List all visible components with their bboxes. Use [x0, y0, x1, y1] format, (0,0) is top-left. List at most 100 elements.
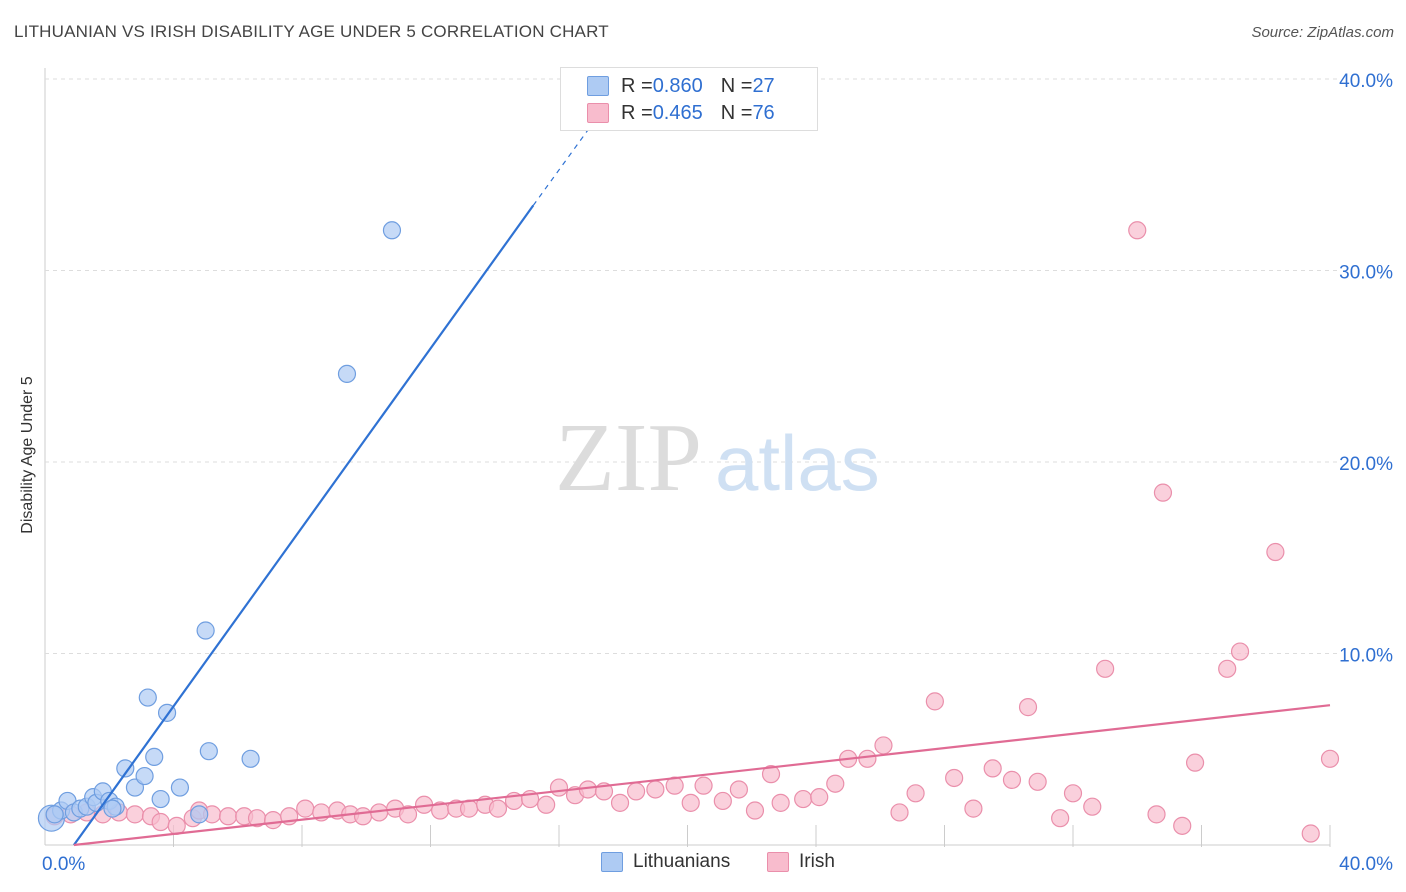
irish-point	[646, 780, 665, 799]
irish-points	[45, 221, 1340, 843]
irish-point	[794, 789, 813, 809]
lithuanian-point	[151, 789, 170, 809]
irish-point	[1185, 753, 1205, 772]
y-tick-label: 10.0%	[1339, 646, 1393, 667]
lithuanian-point	[337, 364, 357, 384]
irish-point	[1128, 221, 1147, 240]
y-tick-label: 30.0%	[1339, 263, 1393, 284]
irish-point	[1096, 659, 1115, 678]
trend-lines	[73, 120, 1331, 847]
irish-point	[890, 803, 909, 822]
irish-point	[858, 749, 877, 768]
lithuanian-point	[116, 759, 135, 778]
irish-point	[1173, 816, 1192, 835]
correlation-legend: R = 0.860 N = 27 R = 0.465 N = 76	[560, 67, 818, 131]
irish-trend-line	[73, 704, 1331, 847]
irish-point	[125, 805, 145, 824]
source-label: Source: ZipAtlas.com	[1251, 24, 1394, 41]
lithuanian-trend-extension	[532, 120, 595, 206]
irish-point	[610, 793, 630, 812]
irish-point	[1147, 805, 1166, 824]
x-tick-label: 40.0%	[1339, 854, 1393, 875]
x-tick-label: 0.0%	[42, 854, 85, 875]
irish-point	[745, 801, 765, 820]
lithuanian-points	[37, 221, 402, 832]
irish-point	[1028, 772, 1047, 791]
irish-point	[983, 759, 1002, 778]
legend-n-value: 27	[752, 74, 775, 97]
lithuanian-point	[241, 749, 260, 768]
watermark-atlas: atlas	[715, 419, 880, 507]
irish-point	[1153, 483, 1173, 502]
irish-point	[964, 799, 983, 818]
legend-label-lithuanians: Lithuanians	[633, 851, 731, 872]
irish-point	[1266, 542, 1285, 562]
irish-point	[713, 791, 732, 811]
lithuanian-point	[196, 621, 215, 640]
legend-r-label: R =	[621, 74, 653, 97]
irish-point	[729, 780, 749, 799]
lithuanian-point	[382, 221, 402, 240]
irish-point	[1301, 824, 1320, 843]
irish-point	[488, 799, 508, 818]
legend-n-label: N =	[720, 74, 753, 97]
lithuanian-point	[45, 805, 64, 824]
legend-r-value: 0.860	[652, 74, 703, 97]
lithuanian-point	[190, 805, 209, 824]
lithuanian-point	[138, 688, 157, 707]
watermark: ZIP atlas	[555, 404, 880, 512]
grid-layer	[44, 68, 1338, 847]
irish-point	[925, 692, 944, 711]
chart-title: LITHUANIAN VS IRISH DISABILITY AGE UNDER…	[14, 22, 609, 41]
legend-r-label: R =	[621, 101, 653, 124]
irish-point	[1051, 809, 1070, 828]
legend-swatch-irish	[587, 103, 609, 123]
irish-point	[906, 784, 925, 803]
lithuanian-point	[135, 766, 154, 786]
irish-point	[1063, 784, 1083, 803]
irish-point	[945, 768, 964, 788]
irish-point	[1230, 642, 1250, 661]
irish-point	[626, 782, 646, 801]
irish-point	[681, 793, 700, 812]
irish-point	[219, 807, 238, 826]
irish-point	[353, 807, 373, 826]
irish-point	[296, 799, 315, 818]
irish-point	[1018, 698, 1038, 717]
irish-point	[263, 811, 283, 830]
irish-point	[694, 776, 713, 795]
lithuanian-trend-line	[73, 204, 535, 846]
watermark-zip: ZIP	[555, 404, 702, 512]
irish-point	[1320, 749, 1340, 768]
y-tick-label: 20.0%	[1339, 454, 1393, 475]
legend-swatch-irish	[767, 852, 789, 872]
y-tick-label: 40.0%	[1339, 71, 1393, 92]
legend-item-irish[interactable]: Irish	[767, 851, 835, 873]
irish-point	[810, 788, 829, 807]
irish-point	[537, 795, 556, 814]
series-legend: Lithuanians Irish	[0, 851, 1406, 877]
legend-item-lithuanians[interactable]: Lithuanians	[601, 851, 730, 873]
irish-point	[398, 805, 418, 824]
legend-label-irish: Irish	[799, 851, 835, 872]
irish-point	[771, 793, 790, 812]
legend-row-irish: R = 0.465 N = 76	[587, 100, 775, 126]
lithuanian-point	[145, 747, 164, 767]
lithuanian-point	[103, 799, 122, 818]
legend-n-value: 76	[752, 101, 775, 124]
legend-r-value: 0.465	[652, 101, 703, 124]
legend-row-lithuanians: R = 0.860 N = 27	[587, 73, 775, 99]
irish-point	[151, 812, 170, 832]
legend-n-label: N =	[720, 101, 753, 124]
lithuanian-point	[170, 778, 190, 797]
legend-swatch-lithuanians	[587, 76, 609, 96]
irish-point	[549, 778, 569, 797]
legend-swatch-lithuanians	[601, 852, 623, 872]
irish-point	[1218, 659, 1237, 678]
irish-point	[874, 736, 893, 755]
irish-point	[826, 774, 845, 793]
irish-point	[761, 765, 781, 784]
irish-point	[1083, 797, 1102, 816]
y-axis-label: Disability Age Under 5	[19, 376, 36, 534]
